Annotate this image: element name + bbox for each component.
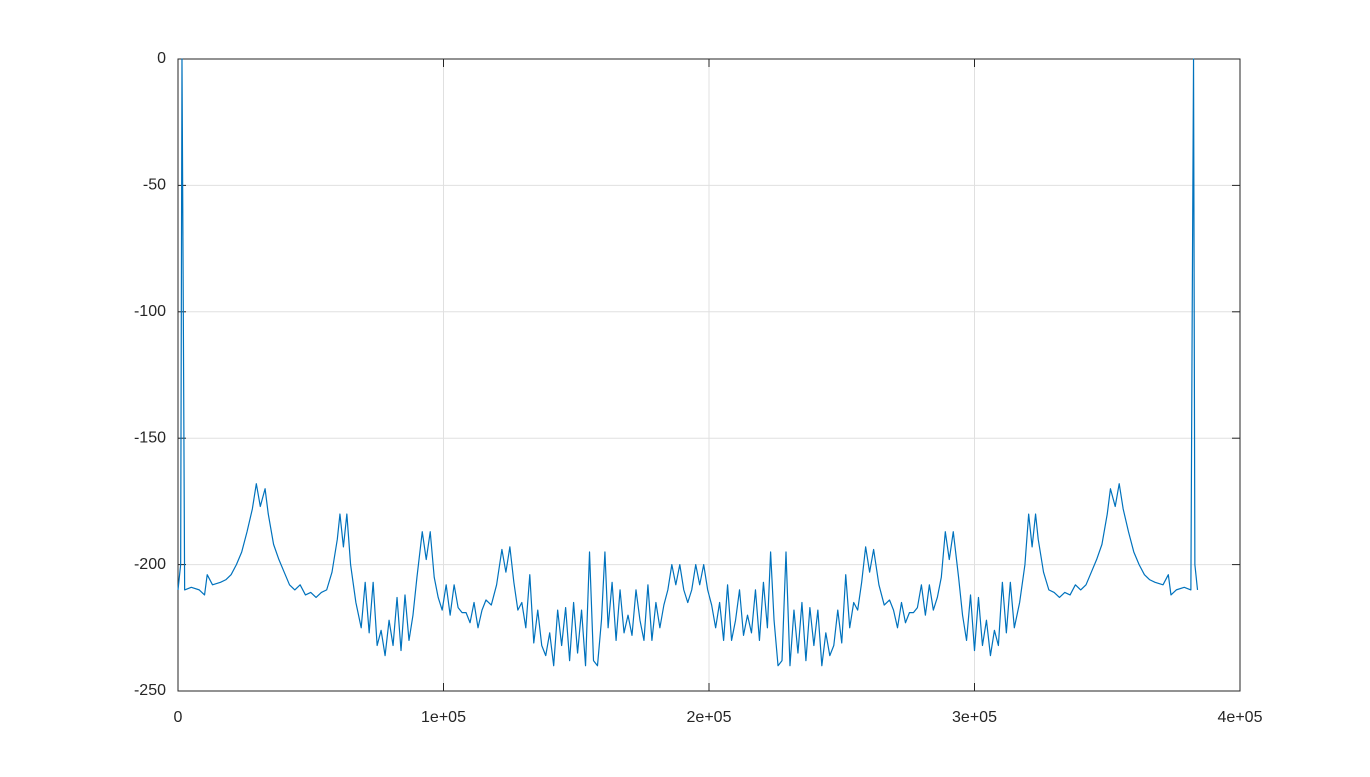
x-tick-label: 3e+05 bbox=[952, 709, 997, 726]
x-tick-label: 1e+05 bbox=[421, 709, 466, 726]
axes-box bbox=[177, 58, 1241, 692]
y-tick-label: -50 bbox=[143, 177, 166, 194]
x-tick-label: 0 bbox=[174, 709, 183, 726]
y-tick-label: -150 bbox=[134, 429, 166, 446]
x-tick-label: 2e+05 bbox=[687, 709, 732, 726]
data-line bbox=[177, 58, 1199, 667]
y-tick-label: -200 bbox=[134, 556, 166, 573]
y-tick-label: -250 bbox=[134, 682, 166, 699]
x-tick-label: 4e+05 bbox=[1218, 709, 1263, 726]
y-tick-label: -100 bbox=[134, 303, 166, 320]
y-tick-label: 0 bbox=[157, 50, 166, 67]
